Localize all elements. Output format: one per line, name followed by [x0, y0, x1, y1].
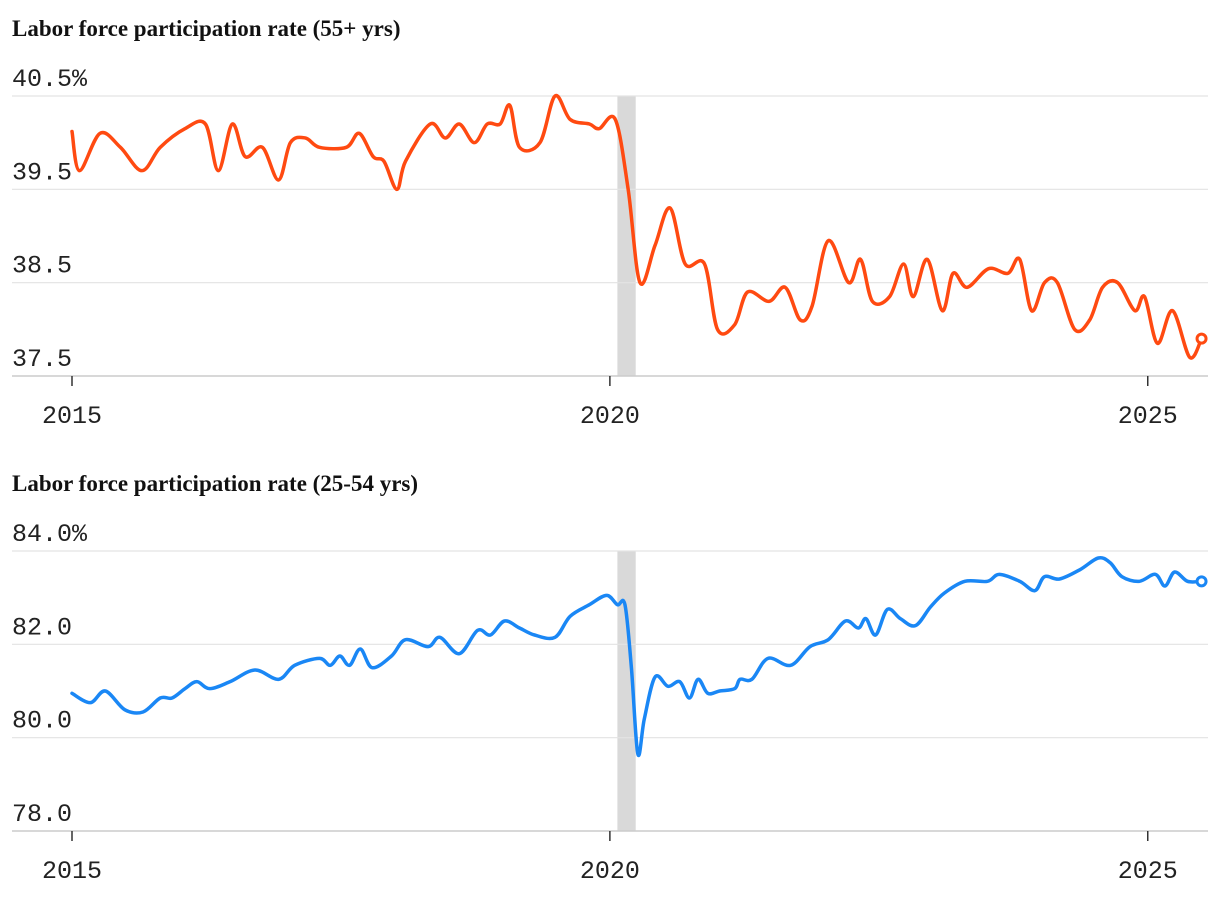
end-marker	[1195, 332, 1208, 345]
data-line	[70, 555, 1204, 758]
y-tick-label: 40.5%	[12, 65, 88, 94]
x-tick-label: 2015	[42, 402, 102, 431]
x-tick-label: 2025	[1118, 402, 1178, 431]
recession-shade	[617, 551, 636, 831]
y-tick-label: 84.0%	[12, 520, 88, 549]
chart-title: Labor force participation rate (55+ yrs)	[12, 16, 400, 41]
x-tick-label: 2025	[1118, 857, 1178, 886]
x-tick-label: 2020	[580, 857, 640, 886]
y-tick-label: 38.5	[12, 252, 72, 281]
x-tick-label: 2015	[42, 857, 102, 886]
end-marker	[1195, 575, 1208, 588]
data-line	[70, 93, 1204, 360]
chart-title: Labor force participation rate (25-54 yr…	[12, 471, 418, 496]
x-tick-label: 2020	[580, 402, 640, 431]
recession-shade	[617, 96, 636, 376]
y-tick-label: 80.0	[12, 707, 72, 736]
y-tick-label: 82.0	[12, 613, 72, 642]
y-tick-label: 37.5	[12, 345, 72, 374]
y-tick-label: 78.0	[12, 800, 72, 829]
y-tick-label: 39.5	[12, 158, 72, 187]
